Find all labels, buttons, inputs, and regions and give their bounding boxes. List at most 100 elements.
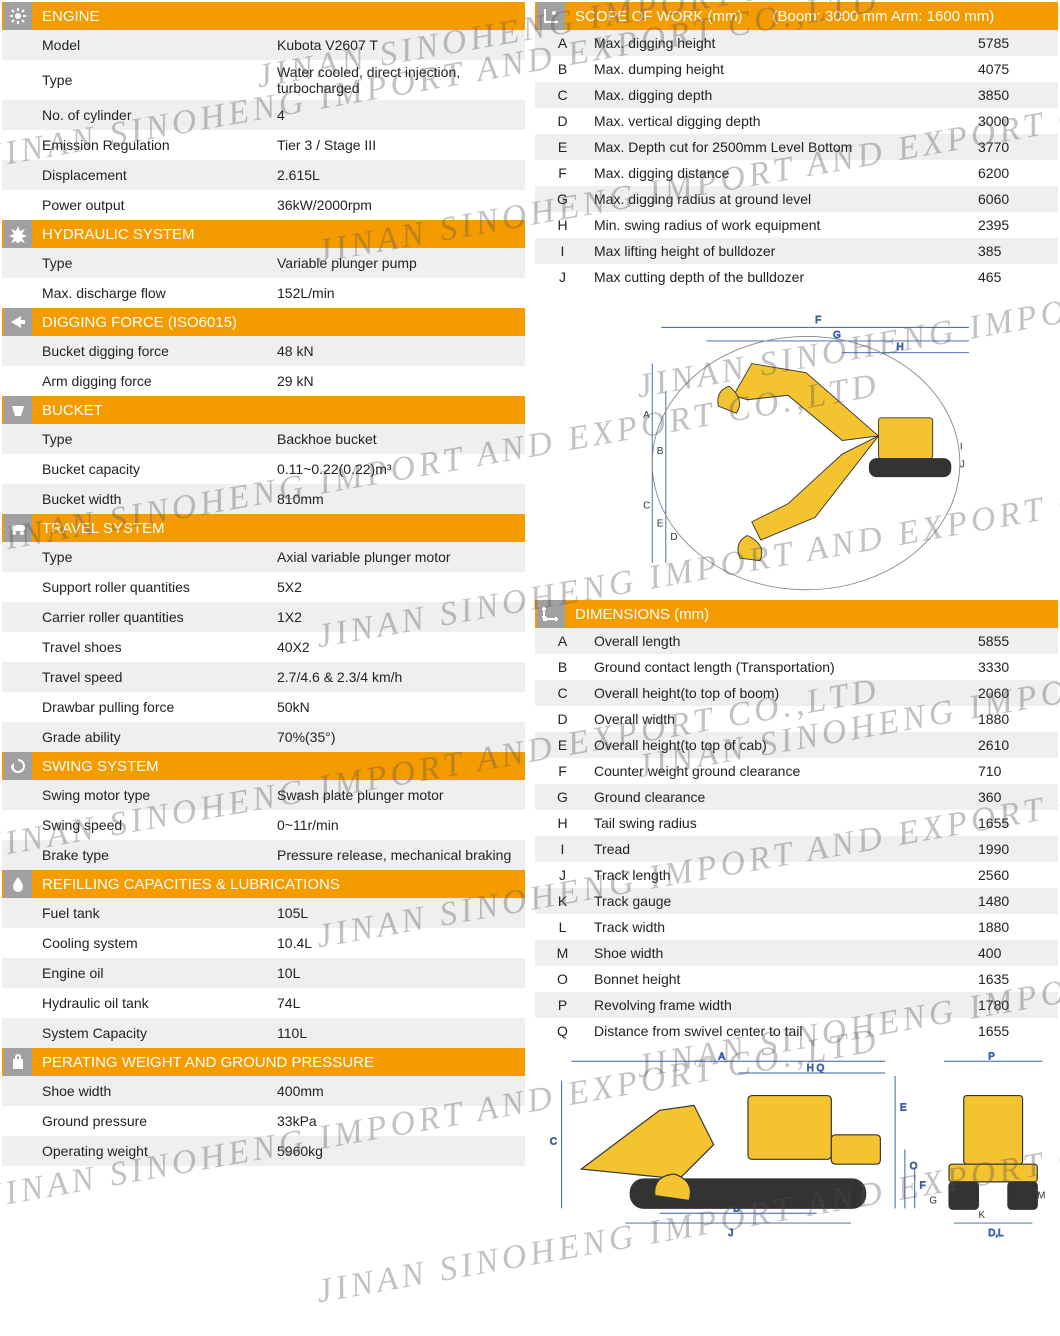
section-body: TypeAxial variable plunger motorSupport … [2, 542, 525, 752]
svg-text:D: D [670, 532, 677, 543]
spec-key: Support roller quantities [42, 579, 277, 595]
spec-label: Track width [590, 919, 978, 935]
spec-key: Bucket width [42, 491, 277, 507]
spec-code: K [535, 893, 590, 909]
svg-text:C: C [549, 1136, 556, 1147]
spec-key: Carrier roller quantities [42, 609, 277, 625]
spec-row: System Capacity110L [2, 1018, 525, 1048]
spec-row: KTrack gauge1480 [535, 888, 1058, 914]
spec-key: Drawbar pulling force [42, 699, 277, 715]
spec-code: I [535, 841, 590, 857]
spec-code: C [535, 87, 590, 103]
spec-code: I [535, 243, 590, 259]
spec-value: 2395 [978, 217, 1058, 233]
spec-code: H [535, 815, 590, 831]
spec-row: QDistance from swivel center to tail1655 [535, 1018, 1058, 1044]
spec-value: 6060 [978, 191, 1058, 207]
section-title: HYDRAULIC SYSTEM [42, 226, 195, 243]
spec-key: Max. discharge flow [42, 285, 277, 301]
spec-label: Shoe width [590, 945, 978, 961]
spec-row: Grade ability70%(35°) [2, 722, 525, 752]
spec-row: Support roller quantities5X2 [2, 572, 525, 602]
spec-value: 1880 [978, 919, 1058, 935]
spec-row: TypeVariable plunger pump [2, 248, 525, 278]
spec-value: 70%(35°) [277, 729, 525, 745]
spec-label: Tread [590, 841, 978, 857]
svg-text:B: B [656, 446, 663, 457]
spec-value: 48 kN [277, 343, 525, 359]
section-body: TypeBackhoe bucketBucket capacity0.11~0.… [2, 424, 525, 514]
spec-value: 400 [978, 945, 1058, 961]
bucket-icon [4, 396, 32, 424]
spec-value: 0.11~0.22(0.22)m³ [277, 461, 525, 477]
spec-row: Bucket width810mm [2, 484, 525, 514]
spec-row: ITread1990 [535, 836, 1058, 862]
section-title: PERATING WEIGHT AND GROUND PRESSURE [42, 1054, 374, 1071]
spec-row: Max. discharge flow152L/min [2, 278, 525, 308]
spec-value: 1X2 [277, 609, 525, 625]
spec-label: Track gauge [590, 893, 978, 909]
spec-label: Max lifting height of bulldozer [590, 243, 978, 259]
spec-value: 2560 [978, 867, 1058, 883]
spec-key: Brake type [42, 847, 277, 863]
spec-value: Variable plunger pump [277, 255, 525, 271]
section-header: PERATING WEIGHT AND GROUND PRESSURE [2, 1048, 525, 1076]
spec-value: 360 [978, 789, 1058, 805]
spec-code: B [535, 659, 590, 675]
spec-value: 105L [277, 905, 525, 921]
spec-value: 5960kg [277, 1143, 525, 1159]
spec-key: Type [42, 431, 277, 447]
spec-key: Cooling system [42, 935, 277, 951]
spec-code: H [535, 217, 590, 233]
scope-icon [537, 2, 565, 30]
spec-row: BGround contact length (Transportation)3… [535, 654, 1058, 680]
spec-code: M [535, 945, 590, 961]
spec-row: ModelKubota V2607 T [2, 30, 525, 60]
spec-label: Overall height(to top of boom) [590, 685, 978, 701]
spec-label: Min. swing radius of work equipment [590, 217, 978, 233]
spec-row: AMax. digging height5785 [535, 30, 1058, 56]
spec-key: Engine oil [42, 965, 277, 981]
svg-text:E: E [899, 1102, 906, 1113]
spec-row: Emission RegulationTier 3 / Stage III [2, 130, 525, 160]
section-title: REFILLING CAPACITIES & LUBRICATIONS [42, 876, 340, 893]
spec-row: TypeAxial variable plunger motor [2, 542, 525, 572]
spec-row: JTrack length2560 [535, 862, 1058, 888]
section-body: Swing motor typeSwash plate plunger moto… [2, 780, 525, 870]
svg-text:I: I [959, 442, 962, 453]
spec-row: DMax. vertical digging depth3000 [535, 108, 1058, 134]
spec-label: Track length [590, 867, 978, 883]
svg-text:H Q: H Q [806, 1063, 824, 1074]
spec-label: Tail swing radius [590, 815, 978, 831]
spec-row: Brake typePressure release, mechanical b… [2, 840, 525, 870]
spec-value: 2.615L [277, 167, 525, 183]
spec-value: Water cooled, direct injection, turbocha… [277, 64, 525, 96]
section-title: DIMENSIONS (mm) [575, 606, 709, 623]
spec-key: Type [42, 72, 277, 88]
spec-value: 0~11r/min [277, 817, 525, 833]
spec-row: GMax. digging radius at ground level6060 [535, 186, 1058, 212]
spec-key: Type [42, 255, 277, 271]
spec-row: OBonnet height1635 [535, 966, 1058, 992]
section-body: Bucket digging force48 kNArm digging for… [2, 336, 525, 396]
spec-row: Arm digging force29 kN [2, 366, 525, 396]
spec-key: Emission Regulation [42, 137, 277, 153]
spec-code: C [535, 685, 590, 701]
spec-value: 3850 [978, 87, 1058, 103]
spec-code: O [535, 971, 590, 987]
svg-text:C: C [643, 500, 650, 511]
spec-label: Overall width [590, 711, 978, 727]
spec-code: G [535, 789, 590, 805]
spec-code: Q [535, 1023, 590, 1039]
svg-text:G: G [929, 1195, 937, 1206]
spec-row: COverall height(to top of boom)2060 [535, 680, 1058, 706]
svg-text:F: F [919, 1180, 925, 1191]
spec-row: No. of cylinder4 [2, 100, 525, 130]
svg-text:H: H [896, 342, 903, 353]
spec-key: Travel shoes [42, 639, 277, 655]
section-body: Shoe width400mmGround pressure33kPaOpera… [2, 1076, 525, 1166]
spec-label: Max cutting depth of the bulldozer [590, 269, 978, 285]
spec-code: J [535, 867, 590, 883]
section-subtitle: (Boom: 3000 mm Arm: 1600 mm) [773, 8, 995, 25]
spec-key: Travel speed [42, 669, 277, 685]
